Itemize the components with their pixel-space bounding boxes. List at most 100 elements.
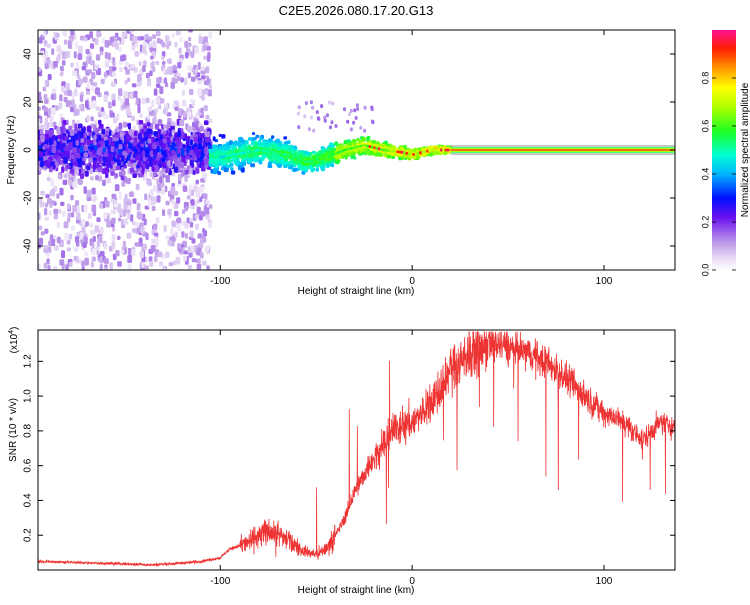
heatmap-cell xyxy=(339,145,343,150)
heatmap-cell xyxy=(363,144,367,147)
heatmap-cell xyxy=(373,146,376,150)
heatmap-cell xyxy=(105,157,109,162)
heatmap-cell xyxy=(194,46,200,54)
heatmap-cell xyxy=(361,144,365,147)
heatmap-cell xyxy=(155,97,161,104)
heatmap-cell xyxy=(232,141,238,146)
heatmap-cell xyxy=(95,106,100,111)
heatmap-cell xyxy=(88,157,93,163)
snr-multiplier-close: ) xyxy=(9,327,20,330)
heatmap-cell xyxy=(47,163,51,169)
heatmap-cell xyxy=(51,238,56,247)
heatmap-cell xyxy=(203,205,207,211)
heatmap-cell xyxy=(292,155,296,159)
heatmap-cell xyxy=(162,60,166,66)
heatmap-cell xyxy=(63,173,68,179)
heatmap-cell xyxy=(162,209,166,217)
heatmap-cell xyxy=(66,247,72,252)
heatmap-cell xyxy=(209,155,214,159)
heatmap-cell xyxy=(84,257,89,266)
heatmap-cell xyxy=(269,150,273,154)
heatmap-cell xyxy=(127,135,132,141)
heatmap-cell xyxy=(421,150,425,154)
heatmap-cell xyxy=(52,135,57,141)
heatmap-cell xyxy=(287,154,291,157)
heatmap-cell xyxy=(110,145,115,153)
heatmap-cell xyxy=(115,42,119,50)
heatmap-cell xyxy=(352,141,357,146)
heatmap-cell xyxy=(87,213,92,219)
heatmap-cell xyxy=(347,139,351,143)
heatmap-cell xyxy=(248,150,252,154)
heatmap-cell xyxy=(275,162,280,166)
heatmap-cell xyxy=(349,108,353,113)
heatmap-cell xyxy=(156,134,160,139)
heatmap-cell xyxy=(403,154,407,158)
heatmap-cell xyxy=(255,134,260,138)
heatmap-cell xyxy=(193,136,198,143)
heatmap-cell xyxy=(179,119,185,127)
heatmap-cell xyxy=(79,146,84,153)
heatmap-cell xyxy=(122,104,127,109)
heatmap-cell xyxy=(59,187,64,196)
heatmap-cell xyxy=(178,47,182,54)
heatmap-cell xyxy=(153,113,157,119)
heatmap-cell xyxy=(162,134,166,141)
heatmap-cell xyxy=(117,261,122,267)
heatmap-cell xyxy=(170,125,175,130)
heatmap-cell xyxy=(165,251,170,258)
heatmap-cell xyxy=(306,160,310,164)
heatmap-cell xyxy=(203,105,208,112)
heatmap-cell xyxy=(59,259,65,266)
heatmap-cell xyxy=(127,122,132,130)
heatmap-cell xyxy=(294,156,298,160)
heatmap-cell xyxy=(123,202,128,211)
heatmap-cell xyxy=(38,225,43,231)
heatmap-cell xyxy=(202,141,206,148)
heatmap-cell xyxy=(173,79,178,84)
heatmap-cell xyxy=(119,66,123,72)
heatmap-cell xyxy=(228,140,233,145)
heatmap-cell xyxy=(208,222,212,229)
heatmap-cell xyxy=(153,108,159,113)
heatmap-cell xyxy=(132,125,136,131)
heatmap-cell xyxy=(70,212,75,218)
heatmap-cell xyxy=(200,164,206,172)
heatmap-cell xyxy=(207,89,212,97)
heatmap-cell xyxy=(50,188,56,197)
heatmap-cell xyxy=(98,176,103,182)
colorbar-axis: 0.0 0.2 0.4 0.6 0.8 xyxy=(700,72,736,276)
heatmap-cell xyxy=(347,151,352,155)
heatmap-cell xyxy=(63,157,68,164)
heatmap-cell xyxy=(435,148,439,152)
heatmap-cell xyxy=(203,147,208,155)
heatmap-cell xyxy=(287,149,292,153)
heatmap-cell xyxy=(118,144,123,150)
heatmap-cell xyxy=(324,155,328,159)
heatmap-cell xyxy=(240,146,245,151)
heatmap-cell xyxy=(114,141,119,148)
heatmap-cell xyxy=(196,263,202,270)
heatmap-cell xyxy=(94,225,99,233)
heatmap-cell xyxy=(166,136,171,143)
heatmap-cell xyxy=(142,65,146,73)
heatmap-cell xyxy=(377,147,381,151)
heatmap-cell xyxy=(363,105,367,110)
heatmap-cell xyxy=(68,172,73,178)
heatmap-cell xyxy=(49,131,54,136)
heatmap-cell xyxy=(63,127,67,133)
heatmap-cell xyxy=(206,265,210,270)
heatmap-cell xyxy=(84,236,88,245)
heatmap-cell xyxy=(230,153,234,157)
heatmap-cell xyxy=(293,167,297,172)
heatmap-cell xyxy=(78,78,83,85)
heatmap-cell xyxy=(205,199,210,205)
heatmap-cell xyxy=(46,176,51,182)
heatmap-cell xyxy=(74,123,78,131)
heatmap-cell xyxy=(162,267,167,270)
heatmap-cell xyxy=(240,161,246,165)
heatmap-cell xyxy=(163,107,168,115)
heatmap-cell xyxy=(131,249,136,256)
heatmap-cell xyxy=(91,256,96,262)
